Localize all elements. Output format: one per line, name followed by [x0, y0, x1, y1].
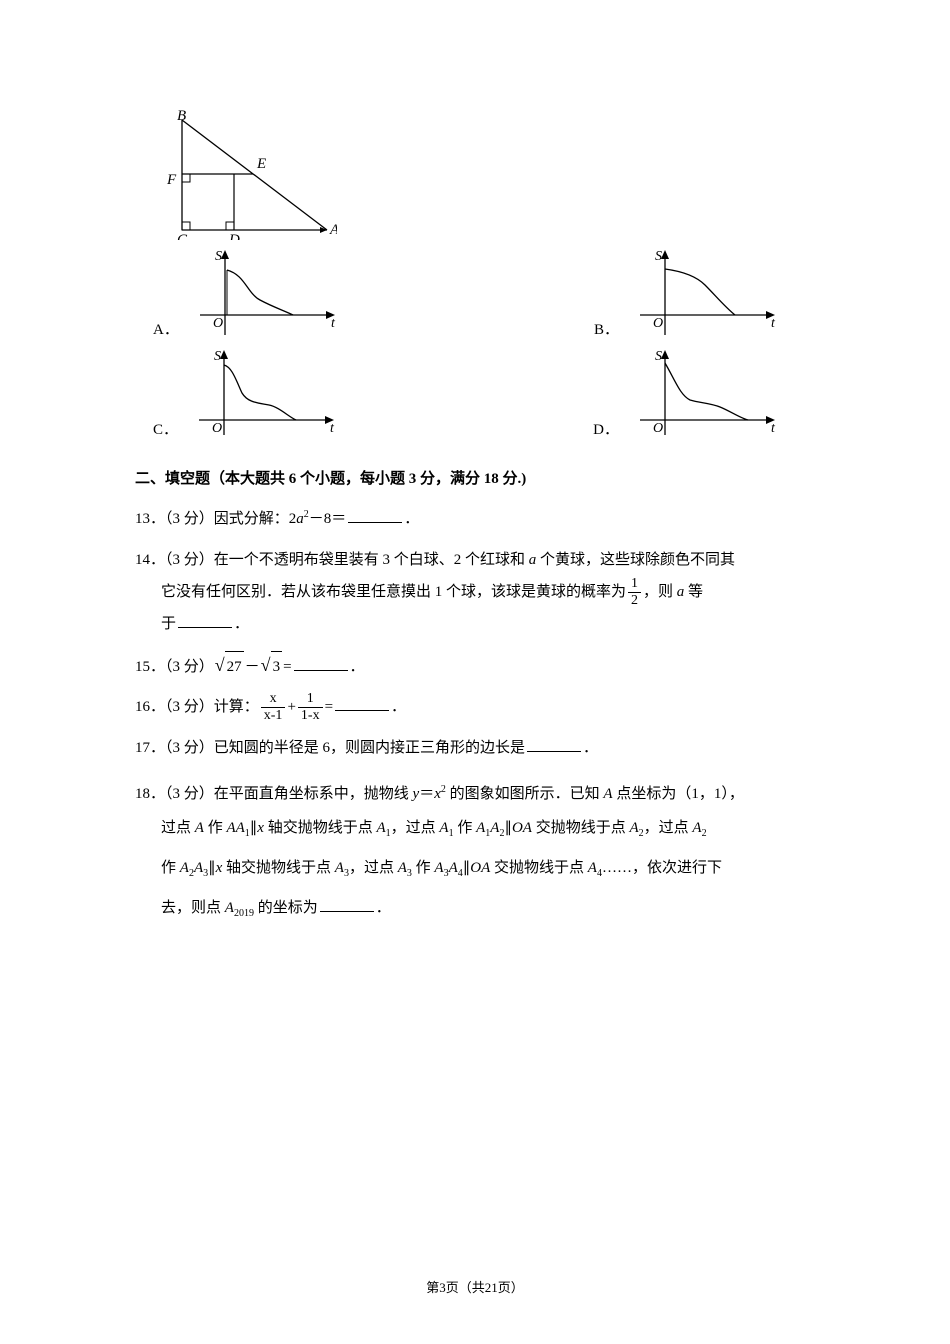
question-14: 14．（3 分）在一个不透明布袋里装有 3 个白球、2 个红球和 a 个黄球，这…: [135, 544, 815, 640]
svg-text:O: O: [653, 421, 663, 436]
section-2-header: 二、填空题（本大题共 6 个小题，每小题 3 分，满分 18 分.): [135, 467, 815, 488]
q14-l1b: 个黄球，这些球除颜色不同其: [536, 552, 735, 568]
options-row-1: A． S t O B． S t: [153, 245, 815, 345]
q16-eq: =: [325, 699, 333, 715]
q16-prefix: 16．（3 分）计算：: [135, 699, 259, 715]
label-A: A: [329, 222, 337, 238]
question-17: 17．（3 分）已知圆的半径是 6，则圆内接正三角形的边长是 ．: [135, 733, 815, 763]
svg-text:t: t: [330, 421, 335, 436]
q15-eq: =: [283, 659, 291, 675]
question-18: 18．（3 分）在平面直角坐标系中，抛物线 y＝x2 的图象如图所示．已知 A …: [135, 773, 815, 931]
q14-l2a: 它没有任何区别．若从该布袋里任意摸出 1 个球，该球是黄球的概率为: [161, 584, 626, 600]
label-D: D: [228, 232, 240, 240]
label-C: C: [177, 232, 188, 240]
question-13: 13．（3 分）因式分解：2a2－8＝．: [135, 500, 815, 534]
option-b-graph: S t O: [625, 245, 785, 345]
q15-sqrt1: √27: [215, 650, 244, 682]
q14-l1a: 14．（3 分）在一个不透明布袋里装有 3 个白球、2 个红球和: [135, 552, 529, 568]
q16-plus: +: [287, 699, 295, 715]
q15-blank: [294, 656, 348, 671]
svg-text:S: S: [655, 249, 662, 264]
q15-mid: －: [245, 659, 260, 675]
svg-text:t: t: [771, 316, 776, 331]
q16-frac2: 11-x: [298, 692, 323, 723]
q13-mid: －8＝: [309, 511, 347, 527]
option-a-graph: S t O: [185, 245, 345, 345]
q18-l1a: 18．（3 分）在平面直角坐标系中，抛物线: [135, 786, 413, 802]
option-c-label: C．: [153, 418, 178, 445]
q14-l2c: 等: [684, 584, 703, 600]
svg-text:O: O: [212, 421, 222, 436]
svg-text:t: t: [331, 316, 336, 331]
option-d-label: D．: [593, 418, 619, 445]
svg-text:S: S: [215, 249, 222, 264]
q15-sqrt2: √3: [261, 650, 282, 682]
q13-prefix: 13．（3 分）因式分解：2: [135, 511, 296, 527]
label-E: E: [256, 156, 266, 172]
option-c-graph: S t O: [184, 345, 344, 445]
option-d-graph: S t O: [625, 345, 785, 445]
options-row-2: C． S t O D． S t O: [153, 345, 815, 445]
option-a-label: A．: [153, 318, 179, 345]
q17-prefix: 17．（3 分）已知圆的半径是 6，则圆内接正三角形的边长是: [135, 740, 525, 756]
q14-l2b: ，则: [643, 584, 677, 600]
q16-frac1: xx-1: [261, 692, 286, 723]
q13-var: a: [296, 511, 304, 527]
q17-tail: ．: [583, 740, 598, 756]
triangle-figure: B E F C D A: [157, 110, 815, 245]
svg-text:O: O: [213, 316, 223, 331]
q17-blank: [527, 737, 581, 752]
q13-blank: [348, 508, 402, 523]
question-16: 16．（3 分）计算：xx-1+11-x= ．: [135, 692, 815, 723]
q15-prefix: 15．（3 分）: [135, 659, 214, 675]
q16-blank: [335, 696, 389, 711]
label-F: F: [166, 172, 177, 188]
q14-frac: 12: [628, 577, 641, 608]
svg-text:S: S: [214, 349, 221, 364]
svg-text:O: O: [653, 316, 663, 331]
question-15: 15．（3 分）√27－√3= ．: [135, 650, 815, 682]
q16-tail: ．: [391, 699, 406, 715]
label-B: B: [177, 110, 186, 124]
q14-l3a: 于: [161, 616, 176, 632]
page-footer: 第3页（共21页）: [0, 1277, 950, 1296]
q14-blank: [178, 613, 232, 628]
svg-text:t: t: [771, 421, 776, 436]
option-b-label: B．: [594, 318, 619, 345]
svg-text:S: S: [655, 349, 662, 364]
q14-l3b: ．: [234, 616, 249, 632]
q18-blank: [320, 897, 374, 912]
q15-tail: ．: [350, 659, 365, 675]
q13-tail: ．: [404, 511, 419, 527]
